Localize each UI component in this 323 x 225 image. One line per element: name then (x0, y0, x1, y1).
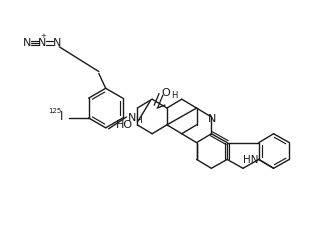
Text: +: + (41, 33, 47, 39)
Text: HO: HO (116, 120, 133, 130)
Text: H: H (171, 91, 177, 100)
Text: N: N (23, 38, 31, 48)
Text: N: N (128, 113, 137, 123)
Text: HN: HN (243, 155, 259, 165)
Text: N: N (208, 114, 216, 124)
Text: O: O (162, 88, 170, 98)
Text: N: N (53, 38, 61, 48)
Text: N: N (38, 38, 47, 48)
Text: I: I (60, 110, 64, 124)
Text: 125: 125 (48, 108, 62, 114)
Text: H: H (135, 116, 142, 125)
